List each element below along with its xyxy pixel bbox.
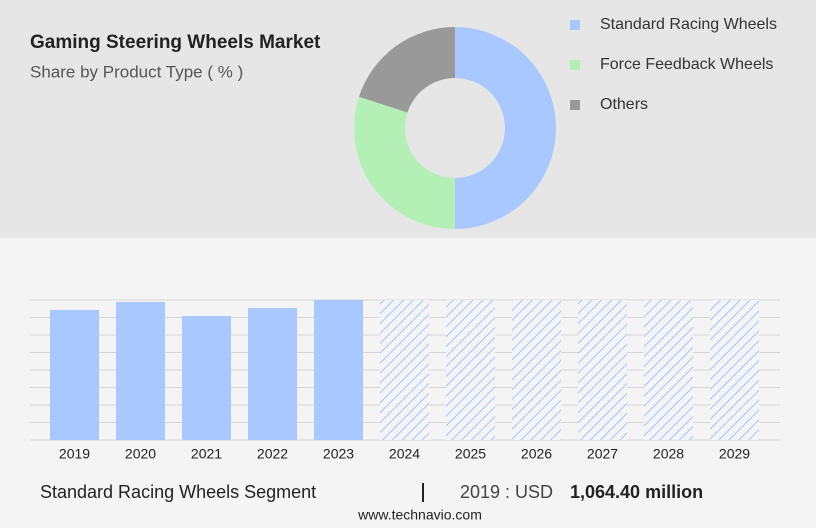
bar — [644, 300, 693, 440]
x-tick-label: 2029 — [719, 446, 750, 462]
legend-label: Others — [600, 96, 648, 113]
bar — [710, 300, 759, 440]
legend-label: Force Feedback Wheels — [600, 56, 773, 73]
bar — [248, 308, 297, 440]
x-tick-label: 2024 — [389, 446, 420, 462]
chart-subtitle: Share by Product Type ( % ) — [30, 62, 243, 81]
legend-swatch — [570, 60, 580, 70]
x-tick-label: 2025 — [455, 446, 486, 462]
x-tick-label: 2028 — [653, 446, 684, 462]
footer-year: 2019 : USD — [460, 482, 553, 502]
x-tick-label: 2021 — [191, 446, 222, 462]
donut-slice — [353, 96, 455, 230]
donut-slice — [455, 27, 556, 229]
x-tick-label: 2027 — [587, 446, 618, 462]
footer-value: 1,064.40 million — [570, 482, 703, 502]
chart-title: Gaming Steering Wheels Market — [30, 32, 321, 53]
x-tick-label: 2026 — [521, 446, 552, 462]
bar — [578, 300, 627, 440]
bar-chart: 2019 2020 2021 2022 2023 2024 2025 2026 2027 2028… — [30, 299, 780, 462]
legend-swatch — [570, 20, 580, 30]
x-tick-label: 2022 — [257, 446, 288, 462]
bar — [182, 316, 231, 440]
donut-slice — [358, 27, 455, 113]
bar — [116, 301, 165, 440]
bar — [50, 309, 99, 440]
x-tick-label: 2020 — [125, 446, 156, 462]
legend: Standard Racing Wheels Force Feedback Whe… — [570, 16, 777, 113]
source: www.technavio.com — [357, 507, 482, 523]
bar — [380, 300, 429, 440]
legend-label: Standard Racing Wheels — [600, 16, 777, 33]
x-tick-label: 2019 — [59, 446, 90, 462]
bar — [446, 300, 495, 440]
bar — [314, 300, 363, 440]
legend-swatch — [570, 100, 580, 110]
donut — [353, 27, 556, 230]
x-tick-label: 2023 — [323, 446, 354, 462]
footer-segment: Standard Racing Wheels Segment — [40, 482, 316, 502]
bar — [512, 300, 561, 440]
